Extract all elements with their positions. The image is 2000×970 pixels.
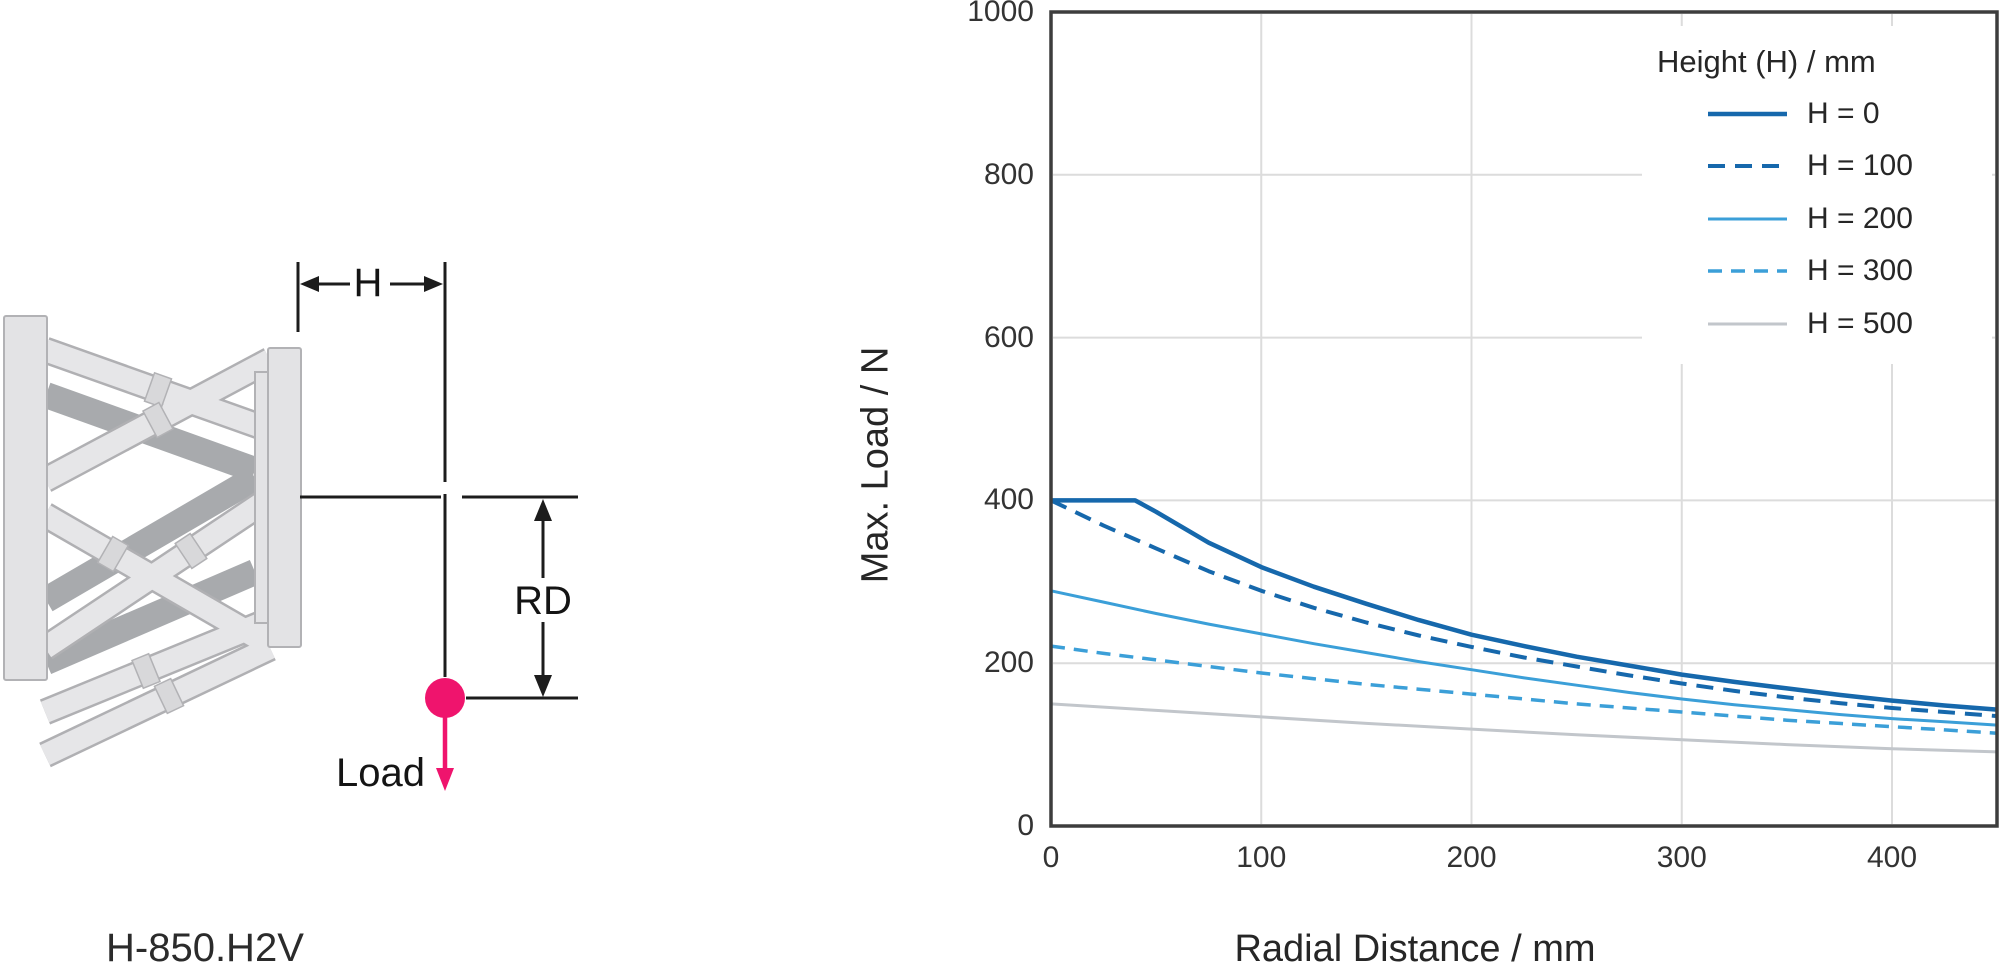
load-label: Load (336, 751, 425, 795)
hexapod-diagram (3, 262, 578, 791)
dimension-arrowheads (300, 276, 552, 697)
h-dimension-label: H (353, 261, 383, 305)
chart-gridlines (1053, 14, 1995, 824)
curve-H=500 (1050, 702, 1998, 754)
strut (40, 609, 275, 723)
x-tick-label: 100 (1236, 841, 1287, 874)
legend-item: H = 500 (1642, 306, 1992, 342)
y-tick-label: 0 (1017, 809, 1034, 842)
legend-item: H = 100 (1642, 148, 1992, 184)
rear-strut (39, 466, 262, 612)
legend-item-label: H = 100 (1807, 149, 1913, 182)
strut (40, 638, 275, 765)
curve-H=300 (1050, 644, 1998, 735)
y-axis-title: Max. Load / N (854, 346, 897, 584)
legend-item: H = 200 (1642, 201, 1992, 237)
curve-H=0 (1051, 498, 1998, 712)
legend-item-label: H = 0 (1807, 97, 1880, 130)
curve-H=100 (1050, 498, 1998, 719)
legend-title: Height (H) / mm (1657, 44, 1876, 79)
strut (38, 488, 277, 658)
load-arrow-head (436, 768, 454, 791)
dimension-lines (296, 262, 578, 700)
x-tick-label: 400 (1866, 841, 1918, 874)
x-tick-label: 300 (1656, 841, 1707, 874)
curve-H=200 (1050, 589, 1998, 727)
load-point-marker (425, 678, 465, 718)
hexapod-base-plate (3, 315, 48, 681)
chart-legend: Height (H) / mm H = 0 H = 100 H = 200 H … (1642, 26, 1992, 364)
rd-arrow-down (534, 675, 552, 697)
h-arrow-right (424, 276, 443, 292)
y-tick-label: 800 (983, 157, 1034, 191)
x-tick-label: 0 (1042, 841, 1060, 874)
legend-item: H = 0 (1642, 96, 1992, 132)
chart-frame (1049, 10, 1999, 828)
hexapod-platform-back-plate (254, 371, 270, 624)
y-tick-label: 400 (983, 483, 1034, 517)
hexapod-front-struts (37, 337, 278, 768)
rd-dimension-label: RD (514, 579, 572, 623)
y-tick-label: 1000 (967, 0, 1034, 28)
legend-item: H = 300 (1642, 253, 1992, 289)
strut-joints (96, 371, 208, 715)
rd-arrow-up (534, 499, 552, 521)
chart-curves (1050, 498, 1998, 754)
y-tick-label: 200 (983, 646, 1034, 680)
x-axis-title: Radial Distance / mm (1234, 928, 1596, 970)
h-arrow-left (300, 276, 319, 292)
hexapod-platform-plate (267, 347, 302, 648)
y-tick-label: 600 (983, 320, 1034, 354)
legend-item-label: H = 500 (1807, 307, 1913, 340)
x-tick-label: 200 (1446, 841, 1497, 874)
legend-item-label: H = 300 (1807, 254, 1913, 287)
rear-strut (40, 560, 261, 674)
legend-item-label: H = 200 (1807, 202, 1913, 235)
model-caption: H-850.H2V (106, 926, 304, 970)
